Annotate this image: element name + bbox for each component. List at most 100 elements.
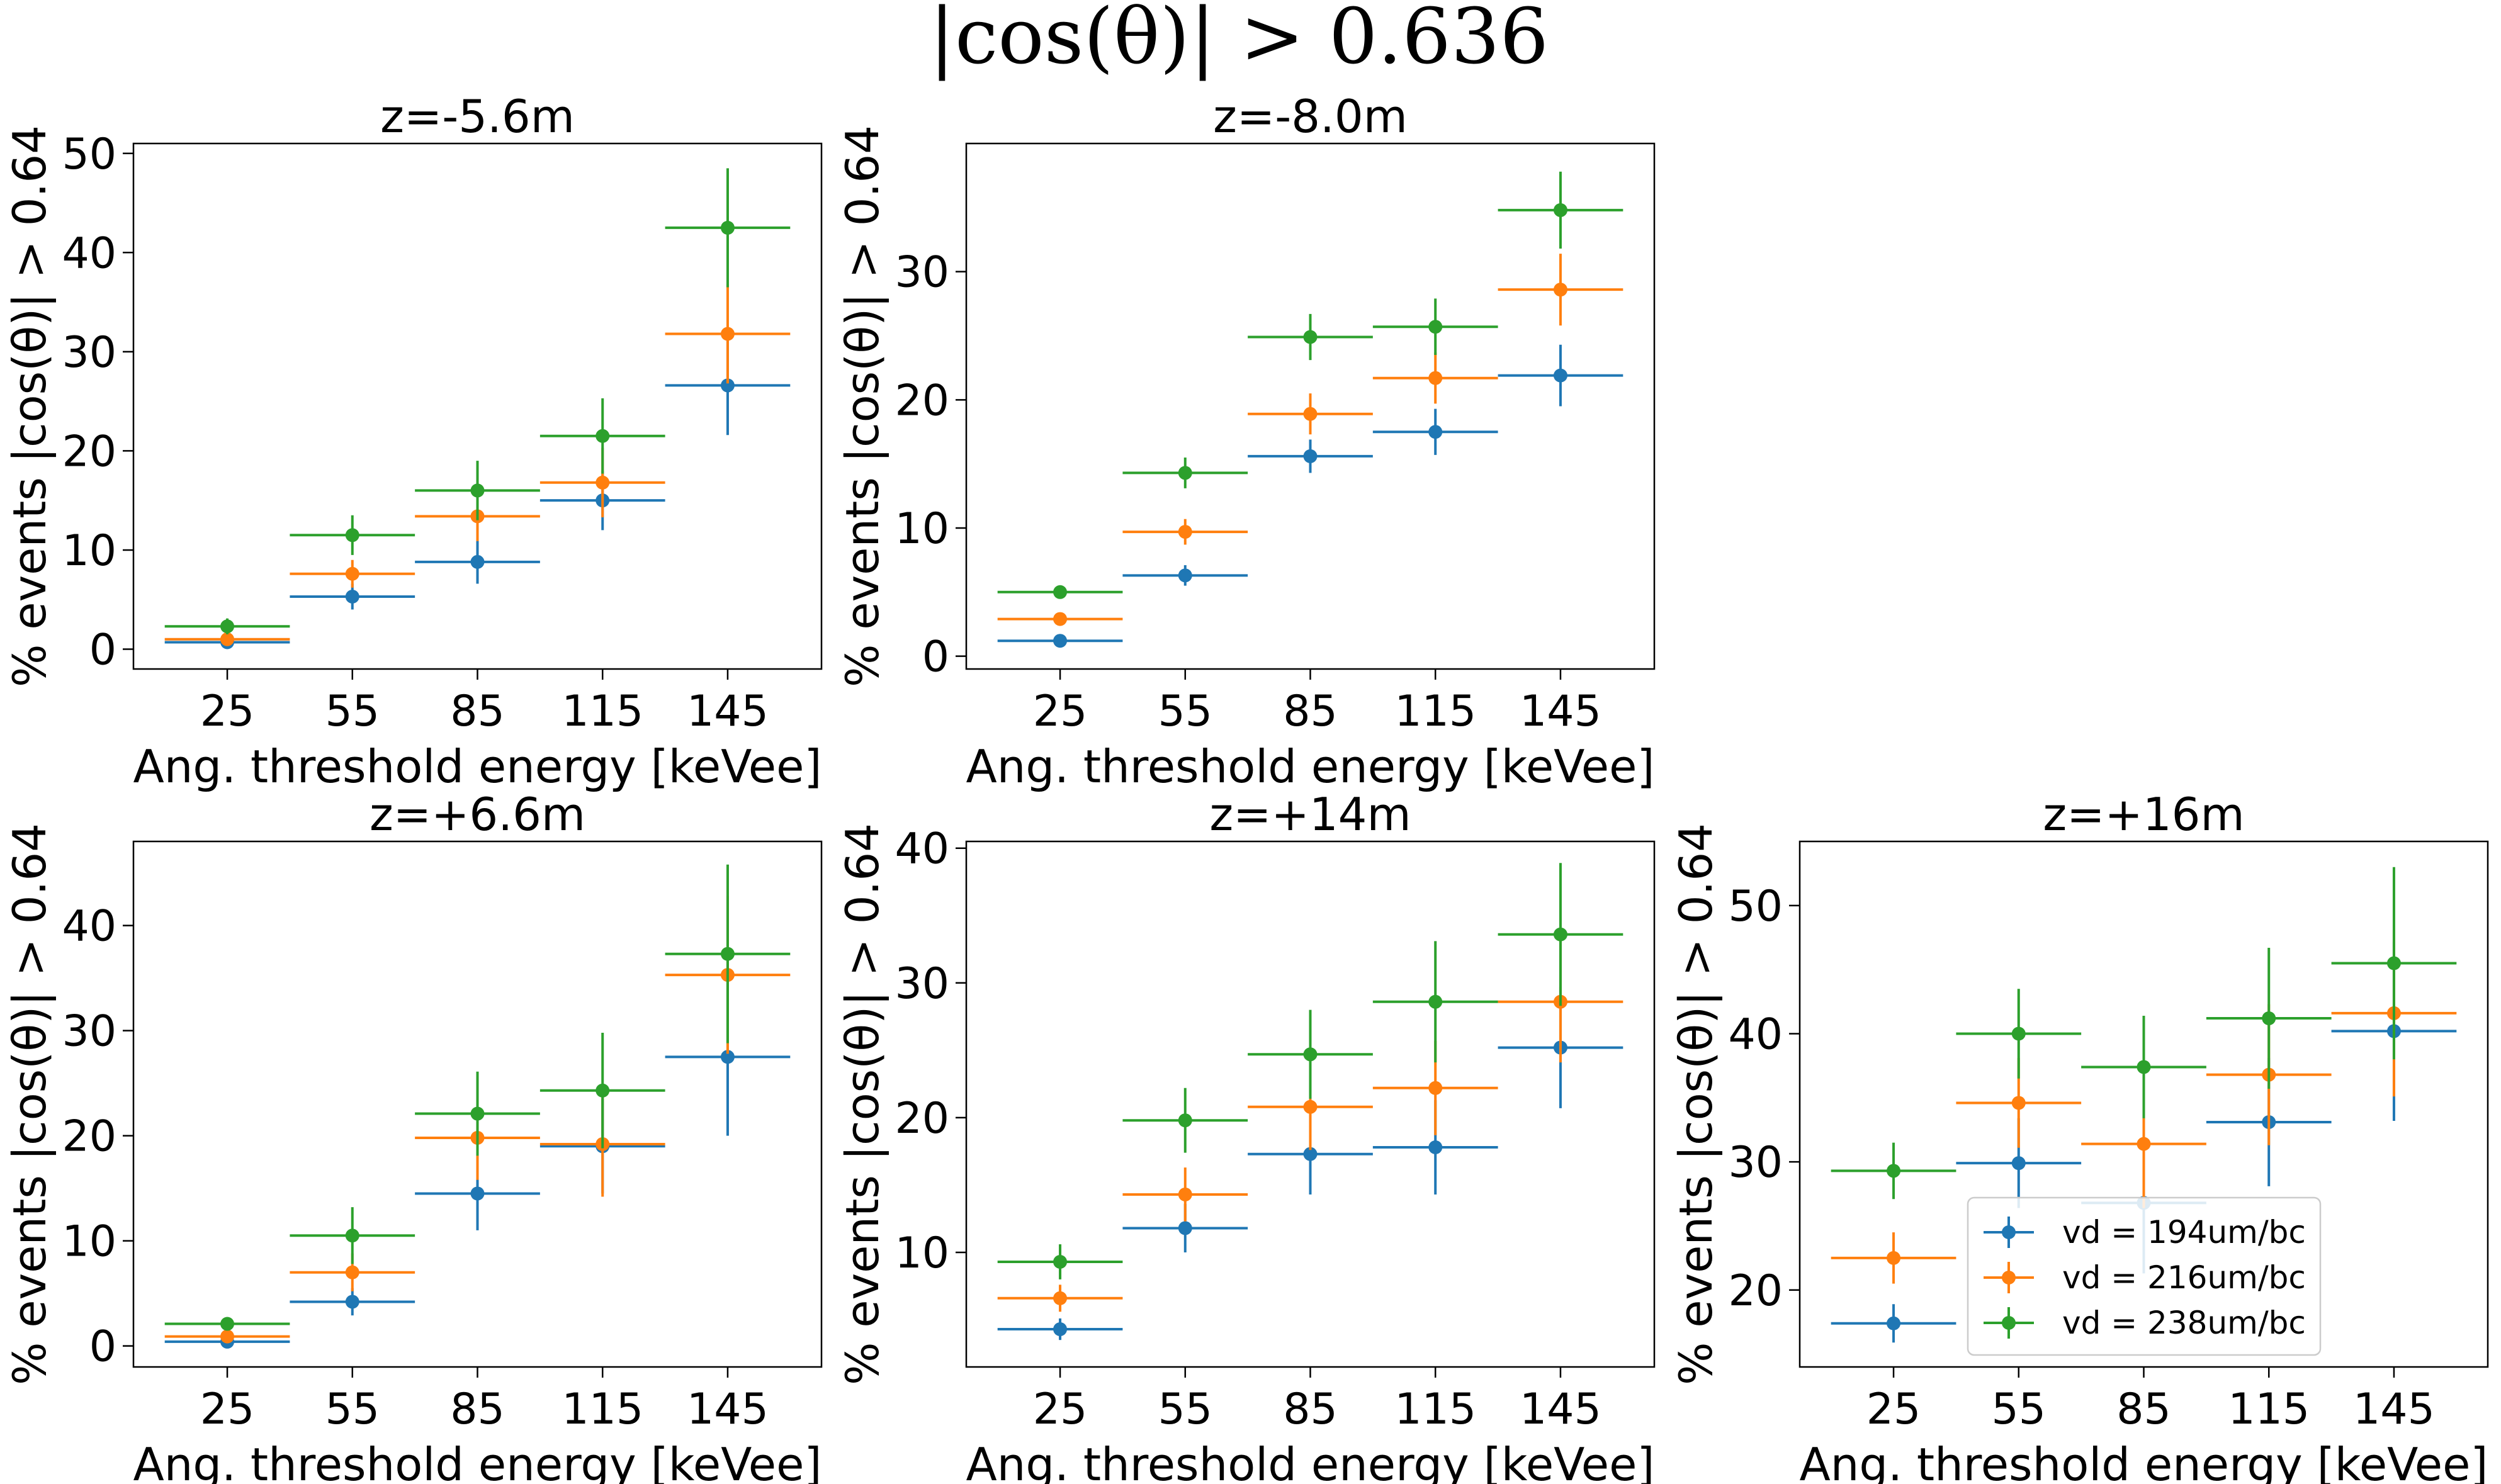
data-point bbox=[470, 1186, 485, 1201]
data-point bbox=[1428, 425, 1443, 439]
x-tick-label: 115 bbox=[1394, 1385, 1476, 1434]
x-tick-label: 85 bbox=[450, 687, 505, 736]
x-tick-label: 145 bbox=[1520, 1385, 1601, 1434]
y-tick-label: 10 bbox=[895, 1228, 949, 1278]
legend-entry-label: vd = 238um/bc bbox=[2062, 1305, 2306, 1341]
y-tick-label: 30 bbox=[895, 248, 949, 298]
data-point bbox=[2011, 1026, 2026, 1041]
data-point bbox=[1178, 1187, 1192, 1201]
y-axis-label: % events |cos(θ)| > 0.64 bbox=[3, 125, 57, 687]
chart-panel-2: z=-8.0m 25 55 85 115 145 0 10 20 30 Ang. threshold… bbox=[836, 90, 1656, 793]
data-point bbox=[1428, 320, 1443, 334]
data-point bbox=[1428, 1140, 1443, 1155]
data-point bbox=[1053, 585, 1068, 599]
x-axis-label: Ang. threshold energy [keVee] bbox=[1800, 1438, 2488, 1484]
chart-panel-5: z=+16m 25 55 85 115 145 20 30 40 50 Ang. threshold… bbox=[1669, 788, 2489, 1484]
legend-marker-dot bbox=[2002, 1271, 2016, 1284]
y-tick-label: 50 bbox=[62, 130, 116, 179]
y-tick-label: 20 bbox=[62, 1112, 116, 1162]
data-point bbox=[1303, 449, 1318, 463]
series-2 bbox=[997, 254, 1623, 626]
data-point bbox=[2262, 1011, 2276, 1026]
data-point bbox=[1553, 368, 1567, 383]
y-tick-label: 40 bbox=[1728, 1009, 1783, 1059]
data-point bbox=[2011, 1096, 2026, 1110]
data-point bbox=[720, 1050, 735, 1064]
data-point bbox=[2011, 1156, 2026, 1171]
data-point bbox=[1553, 203, 1567, 217]
data-point bbox=[1428, 994, 1443, 1009]
data-point bbox=[470, 1106, 485, 1121]
y-tick-label: 30 bbox=[62, 1007, 116, 1057]
x-tick-label: 85 bbox=[1283, 687, 1338, 736]
x-tick-label: 145 bbox=[1520, 687, 1601, 736]
y-tick-label: 10 bbox=[62, 1217, 116, 1267]
y-tick-label: 10 bbox=[895, 504, 949, 554]
x-tick-label: 55 bbox=[325, 1385, 380, 1434]
y-tick-label: 30 bbox=[895, 959, 949, 1009]
y-tick-label: 0 bbox=[922, 632, 949, 682]
data-point bbox=[720, 220, 735, 235]
data-point bbox=[345, 589, 359, 604]
panel-title: z=+16m bbox=[2043, 788, 2244, 841]
data-point bbox=[220, 1329, 235, 1344]
series-3 bbox=[997, 863, 1623, 1279]
x-tick-label: 115 bbox=[2228, 1385, 2310, 1434]
data-point bbox=[345, 1265, 359, 1279]
panel-title: z=-8.0m bbox=[1213, 90, 1408, 143]
y-tick-label: 0 bbox=[89, 625, 116, 675]
data-point bbox=[470, 483, 485, 498]
legend: vd = 194um/bc vd = 216um/bc vd = 238um/bc bbox=[1967, 1196, 2322, 1356]
data-point bbox=[345, 1228, 359, 1243]
legend-entry-label: vd = 216um/bc bbox=[2062, 1259, 2306, 1296]
x-tick-label: 145 bbox=[2353, 1385, 2435, 1434]
legend-box bbox=[1967, 1196, 2322, 1356]
data-point bbox=[1053, 1322, 1068, 1337]
plot-frame bbox=[132, 142, 823, 670]
chart-panel-3: z=+6.6m 25 55 85 115 145 0 10 20 30 40 Ang. thresho… bbox=[3, 788, 823, 1484]
series-3 bbox=[164, 168, 791, 634]
data-point bbox=[1553, 283, 1567, 297]
data-point bbox=[1887, 1164, 1901, 1178]
data-point bbox=[1178, 1113, 1192, 1128]
x-tick-label: 85 bbox=[2116, 1385, 2171, 1434]
x-tick-label: 55 bbox=[1158, 687, 1213, 736]
data-point bbox=[345, 1295, 359, 1309]
data-point bbox=[1887, 1251, 1901, 1265]
y-axis-label: % events |cos(θ)| > 0.64 bbox=[1669, 823, 1723, 1385]
y-tick-label: 20 bbox=[1728, 1266, 1783, 1316]
x-axis-label: Ang. threshold energy [keVee] bbox=[966, 1438, 1655, 1484]
y-tick-label: 40 bbox=[62, 902, 116, 952]
data-point bbox=[1428, 371, 1443, 385]
chart-panel-4: z=+14m 25 55 85 115 145 10 20 30 40 Ang. threshold… bbox=[836, 788, 1656, 1484]
series-3 bbox=[164, 864, 791, 1331]
x-tick-label: 85 bbox=[1283, 1385, 1338, 1434]
data-point bbox=[596, 475, 610, 490]
data-point bbox=[470, 554, 485, 569]
data-point bbox=[1053, 1255, 1068, 1269]
data-point bbox=[1303, 1047, 1318, 1062]
data-point bbox=[1053, 612, 1068, 626]
data-point bbox=[1303, 1099, 1318, 1114]
data-point bbox=[220, 619, 235, 634]
y-tick-label: 0 bbox=[89, 1322, 116, 1372]
x-tick-label: 115 bbox=[562, 1385, 643, 1434]
data-point bbox=[220, 632, 235, 646]
x-tick-label: 25 bbox=[1033, 1385, 1088, 1434]
data-point bbox=[720, 327, 735, 341]
data-point bbox=[1303, 407, 1318, 421]
y-tick-label: 20 bbox=[62, 427, 116, 476]
y-tick-label: 20 bbox=[895, 1094, 949, 1144]
series-2 bbox=[164, 284, 791, 646]
legend-marker-dot bbox=[2002, 1225, 2016, 1239]
x-tick-label: 25 bbox=[200, 1385, 255, 1434]
x-tick-label: 115 bbox=[562, 687, 643, 736]
panels-group: z=-5.6m 25 55 85 115 145 0 10 20 30 40 50 Ang. thres… bbox=[3, 90, 2489, 1484]
y-tick-label: 30 bbox=[1728, 1138, 1783, 1188]
x-tick-label: 55 bbox=[1992, 1385, 2047, 1434]
x-tick-label: 25 bbox=[200, 687, 255, 736]
data-point bbox=[2137, 1137, 2151, 1151]
data-point bbox=[1053, 1291, 1068, 1305]
data-point bbox=[1887, 1316, 1901, 1330]
